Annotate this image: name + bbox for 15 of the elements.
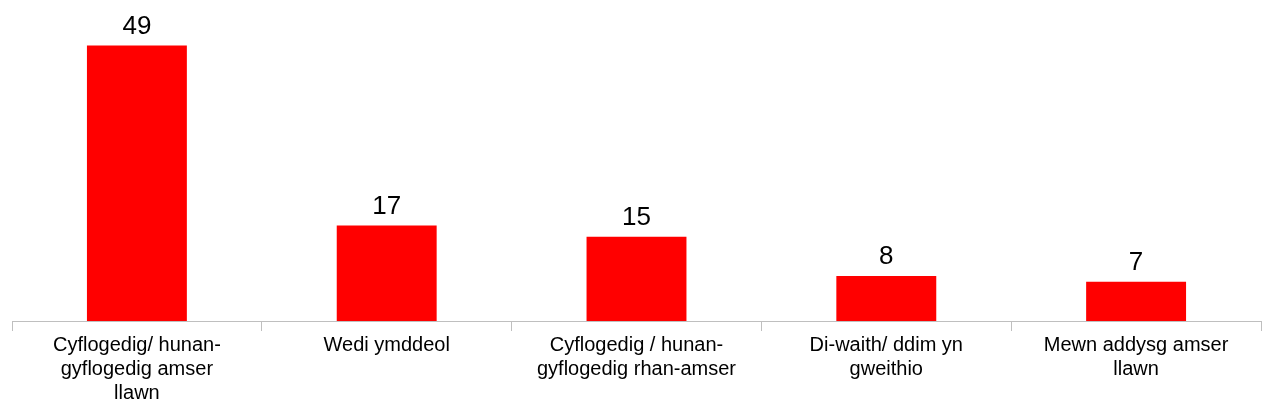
x-tick-label: Wedi ymddeol bbox=[323, 332, 450, 355]
data-label: 17 bbox=[372, 189, 402, 220]
x-tick-label: Cyflogedig / hunan-gyflogedig rhan-amser bbox=[537, 332, 737, 379]
data-label: 15 bbox=[622, 200, 651, 231]
x-tick-label: Cyflogedig/ hunan-gyflogedig amser llawn bbox=[52, 332, 221, 403]
data-label: 7 bbox=[1128, 245, 1144, 276]
data-label: 8 bbox=[879, 240, 894, 271]
bar bbox=[86, 45, 187, 321]
bar bbox=[586, 236, 687, 321]
x-tick-label: Di-waith/ ddim yn gweithio bbox=[809, 332, 963, 379]
x-tick-label: Mewn addysg amser llawn bbox=[1043, 332, 1229, 379]
bar bbox=[336, 225, 437, 321]
data-label: 49 bbox=[122, 9, 152, 40]
bar bbox=[1086, 281, 1187, 321]
bar bbox=[836, 276, 937, 321]
